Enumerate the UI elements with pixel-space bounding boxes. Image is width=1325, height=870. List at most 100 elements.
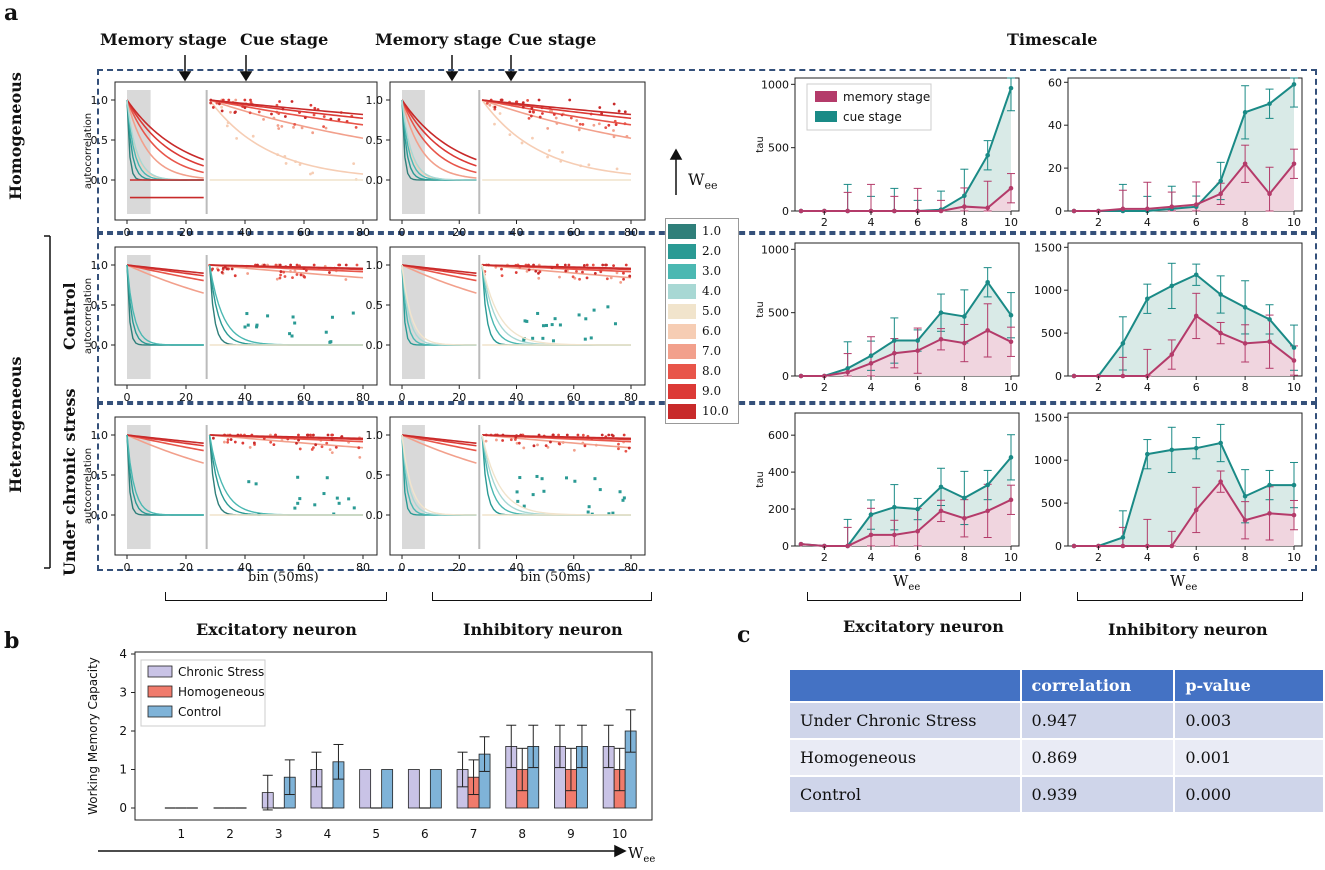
y-tick-label: 4 [119,647,127,661]
data-point [1071,543,1077,549]
scatter-dot [339,436,343,440]
legend-label: Homogeneous [178,685,265,699]
scatter-dot [252,441,256,445]
scatter-dot [493,105,497,109]
data-point [1193,313,1199,319]
scatter-dot [220,109,224,113]
scatter-dot [578,122,582,126]
scatter-dot [293,269,297,273]
scatter-dot [302,275,306,278]
scatter-dot [615,271,619,275]
legend: memory stage cue stage [806,83,932,131]
y-tick-label: 200 [768,503,789,516]
scatter-dot [561,150,564,154]
data-point [892,532,897,538]
data-point [1120,543,1126,549]
data-point [1267,482,1272,488]
x-tick-label: 6 [914,381,921,394]
scatter-dot [251,134,255,138]
scatter-dot [515,490,519,494]
scatter-dot [593,272,597,275]
y-tick-label: 1000 [1034,284,1062,297]
data-point [938,336,944,342]
y-tick-label: 0 [1055,370,1062,383]
scatter-dot [613,119,617,123]
scatter-dot [589,336,593,340]
scatter-dot [344,263,348,267]
scatter-dot [531,336,535,340]
scatter-dot [593,477,597,481]
scatter-dot [581,433,585,437]
scatter-dot [501,433,505,437]
data-point [1145,296,1150,302]
scatter-dot [578,277,581,281]
scatter-dot [537,433,541,437]
memory-stage-line [801,187,1012,212]
data-point [1291,161,1297,167]
y-tick-label: 1.0 [91,94,109,107]
table-cell: 0.003 [1175,703,1323,738]
scatter-dot [351,311,355,315]
scatter-dot [211,106,215,109]
bracket-inh [432,592,652,601]
cue-trace [482,264,632,270]
scatter-dot [536,443,539,447]
memory-trace [126,264,204,275]
scatter-dot [581,270,584,274]
colorbar-item: 8.0 [668,361,736,381]
scatter-dot [515,434,518,438]
y-tick-label: 1000 [1034,454,1062,467]
scatter-dot [218,102,221,106]
data-point [1218,479,1223,484]
scatter-dot [598,488,602,492]
colorbar-item: 3.0 [668,261,736,281]
colorbar-item: 5.0 [668,301,736,321]
scatter-dot [565,433,569,437]
memory-trace [401,434,477,464]
scatter-dot [298,163,302,166]
scatter-dot [322,492,326,496]
x-tick-label: 40 [238,391,252,404]
scatter-dot [282,270,286,274]
wee-axis-label-1: Wee [893,572,921,593]
scatter-dot [330,315,334,319]
table-cell: Under Chronic Stress [790,703,1020,738]
data-point [1169,283,1175,289]
wee-colorbar: 1.0 2.0 3.0 4.0 5.0 6.0 7.0 8.0 9.0 10.0 [665,218,739,424]
data-point [985,328,990,333]
data-point [962,340,967,346]
data-point [1145,451,1150,457]
cue-trace [208,99,364,175]
scatter-dot [585,276,589,280]
scatter-dot [617,442,620,446]
scatter-dot [328,448,332,452]
scatter-dot [233,440,237,444]
scatter-dot [587,505,591,509]
data-point [1120,341,1126,346]
data-point [915,528,920,534]
memory-trace [126,99,204,161]
memory-fill [1074,315,1294,376]
scatter-dot [310,448,314,451]
scatter-dot [617,447,620,451]
scatter-dot [347,497,351,501]
panel-c-letter: c [737,622,751,648]
scatter-dot [550,266,554,270]
scatter-dot [522,504,526,508]
scatter-dot [335,496,339,500]
data-point [1291,512,1297,518]
scatter-dot [280,439,284,442]
memory-trace [401,99,477,167]
x-tick-label: 10 [612,827,627,841]
cue-trace [482,434,632,449]
scatter-dot [220,105,224,109]
cue-trace [209,99,364,116]
data-point [1242,161,1248,167]
data-point [938,208,944,214]
bracket-inh-ts [1077,592,1303,601]
x-tick-label: 8 [1242,216,1249,229]
scatter-dot [289,270,292,273]
y-tick-label: 60 [1048,76,1062,89]
legend-swatch [147,665,173,678]
scatter-dot [607,123,611,127]
